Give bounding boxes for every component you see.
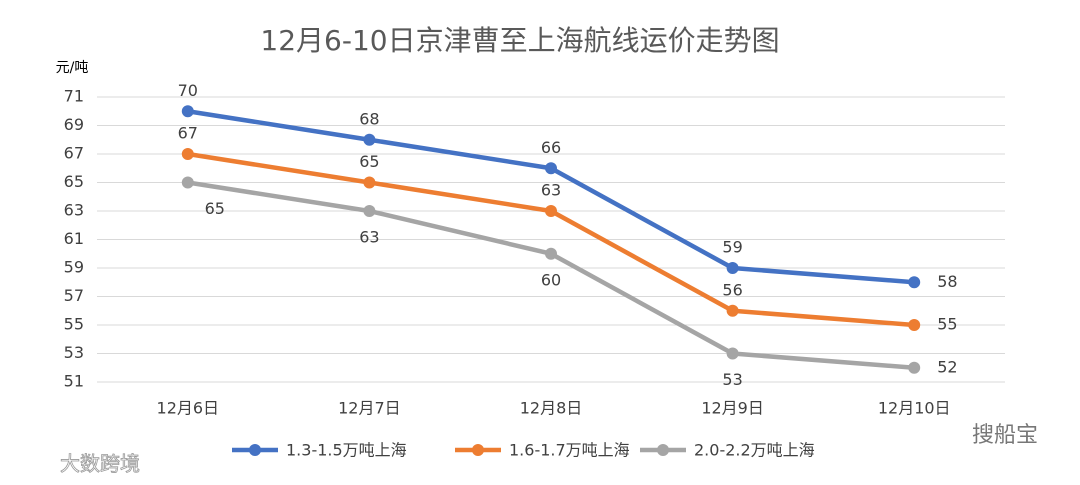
y-tick-label: 51 [64,372,84,391]
y-tick-label: 67 [64,144,84,163]
data-point [363,133,376,146]
data-point [545,247,557,260]
data-label: 55 [937,315,957,334]
data-label: 65 [359,152,379,171]
legend-label: 1.6-1.7万吨上海 [509,441,630,460]
y-tick-label: 71 [64,87,84,106]
watermark: 大数跨境 [60,452,140,476]
data-label: 68 [359,109,379,128]
x-tick-label: 12月10日 [878,399,951,418]
data-point [726,347,739,360]
data-point [726,262,739,274]
data-label: 67 [178,124,198,143]
data-point [726,304,739,317]
data-label: 70 [178,81,198,100]
data-point [908,276,921,289]
y-tick-label: 57 [64,286,84,305]
watermark: 搜船宝 [972,423,1038,448]
data-label: 59 [722,238,742,257]
legend-label: 1.3-1.5万吨上海 [286,441,407,460]
data-label: 52 [937,357,957,376]
legend-marker [249,444,261,456]
data-label: 53 [722,370,742,389]
data-point [181,148,194,160]
data-point [545,205,557,217]
legend-label: 2.0-2.2万吨上海 [694,441,815,460]
data-label: 63 [541,181,561,200]
legend-marker [472,444,484,456]
data-point [181,176,194,189]
y-tick-label: 55 [64,315,84,334]
data-label: 63 [359,228,379,247]
y-tick-label: 53 [64,343,84,362]
chart-title: 12月6-10日京津曹至上海航线运价走势图 [260,24,779,57]
y-tick-label: 63 [64,201,84,220]
data-point [181,105,194,118]
legend-marker [657,444,669,456]
y-tick-label: 69 [64,115,84,134]
data-point [363,205,376,217]
x-tick-label: 12月9日 [701,399,764,418]
y-tick-label: 61 [64,229,84,248]
x-tick-label: 12月7日 [338,399,401,418]
data-point [908,361,921,374]
y-tick-label: 59 [64,258,84,277]
y-axis-label: 元/吨 [56,60,89,76]
data-point [908,319,921,331]
data-label: 58 [937,272,957,291]
data-point [545,162,557,175]
data-label: 65 [205,199,225,218]
x-tick-label: 12月8日 [520,399,583,418]
data-label: 60 [541,270,561,289]
data-label: 66 [541,138,561,157]
x-tick-label: 12月6日 [157,399,220,418]
data-label: 56 [722,280,742,299]
y-tick-label: 65 [64,172,84,191]
data-point [363,176,376,189]
